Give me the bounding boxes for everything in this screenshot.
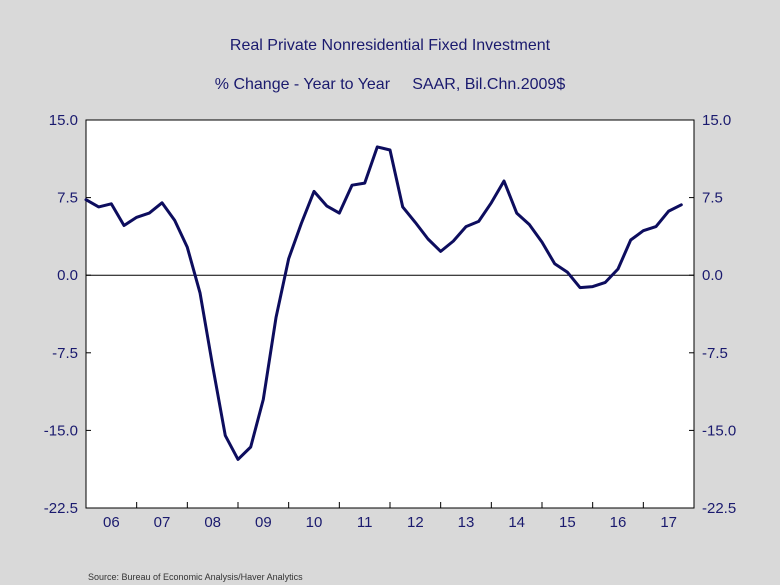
x-tick-label: 09 xyxy=(255,514,272,531)
series-group xyxy=(84,145,683,461)
y-tick-label-left: -15.0 xyxy=(44,422,78,439)
x-tick-label: 11 xyxy=(357,514,373,531)
chart-title: Real Private Nonresidential Fixed Invest… xyxy=(229,37,551,54)
y-tick-label-right: -7.5 xyxy=(702,345,728,362)
source-note: Source: Bureau of Economic Analysis/Have… xyxy=(88,572,303,582)
x-tick-label: 08 xyxy=(204,514,221,531)
y-tick-label-right: 0.0 xyxy=(702,267,723,284)
x-tick-label: 07 xyxy=(154,514,171,531)
y-tick-label-right: -15.0 xyxy=(702,422,736,439)
x-tick-label: 15 xyxy=(559,514,576,531)
y-tick-label-left: 7.5 xyxy=(57,190,78,207)
axes: 15.0 15.0 7.5 7.5 0.0 0.0 -7.5 -7.5 -15.0 -15.0 -2… xyxy=(44,112,736,531)
y-tick-label-right: 15.0 xyxy=(702,112,731,129)
x-tick-label: 10 xyxy=(306,514,323,531)
x-tick-label: 16 xyxy=(610,514,627,531)
x-tick-label: 17 xyxy=(660,514,677,531)
y-tick-label-left: -22.5 xyxy=(44,500,78,517)
x-tick-label: 12 xyxy=(407,514,424,531)
y-tick-label-left: 0.0 xyxy=(57,267,78,284)
series-line xyxy=(84,145,683,461)
x-tick-label: 06 xyxy=(103,514,120,531)
y-tick-label-right: -22.5 xyxy=(702,500,736,517)
y-tick-label-right: 7.5 xyxy=(702,190,723,207)
chart-subtitle: % Change - Year to Year SAAR, Bil.Chn.20… xyxy=(214,76,566,93)
x-tick-label: 13 xyxy=(458,514,475,531)
plot-area xyxy=(85,119,695,509)
y-tick-label-left: -7.5 xyxy=(52,345,78,362)
y-tick-label-left: 15.0 xyxy=(49,112,78,129)
x-tick-label: 14 xyxy=(508,514,525,531)
